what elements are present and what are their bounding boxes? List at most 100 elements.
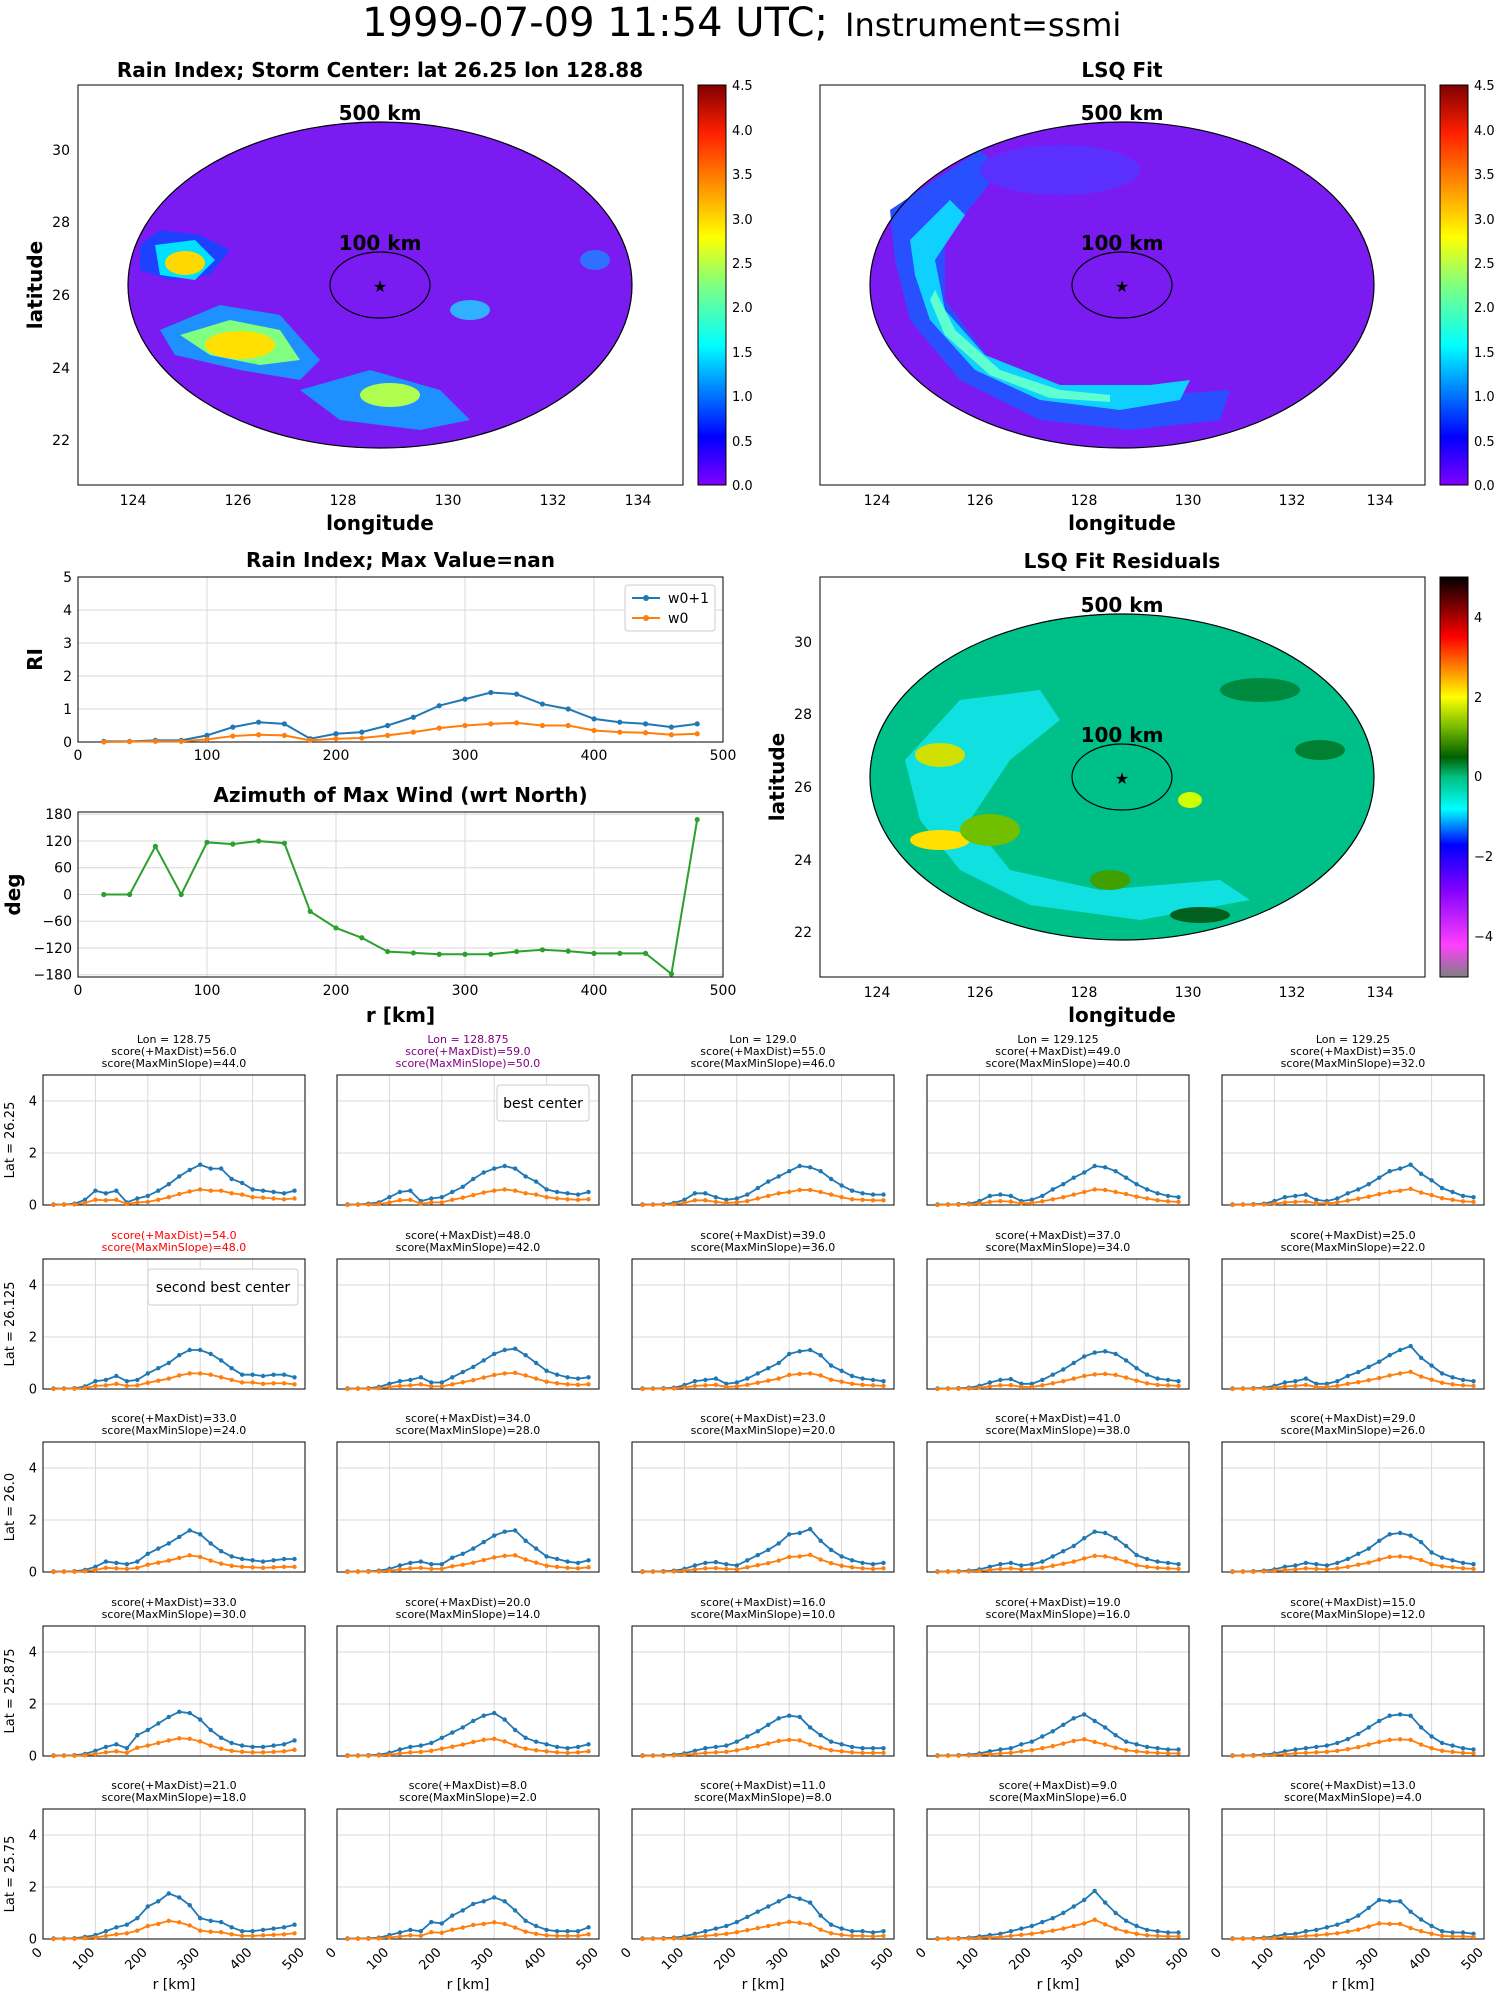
series-w0-point (260, 1750, 266, 1755)
series-w0p1-point (408, 1927, 413, 1933)
series-w0-point (481, 1737, 486, 1743)
series-w0-point (239, 1380, 245, 1385)
series-w0-point (1303, 1750, 1309, 1756)
series-w0-point (1303, 1382, 1309, 1388)
series-w0p1-point (260, 1188, 266, 1193)
series-w0-point (1377, 1375, 1382, 1381)
series-w0-point (512, 1925, 518, 1930)
series-w0-point (387, 1752, 392, 1757)
y-tick-label: 60 (54, 861, 72, 877)
x-tick-label: 132 (1279, 985, 1306, 1001)
series-w0-point (72, 1753, 77, 1758)
series-w0p1-point (450, 1189, 455, 1195)
series-w0-point (807, 1371, 813, 1376)
series-w0-point (387, 1200, 392, 1205)
series-w0-point (292, 1931, 297, 1936)
series-w0p1-point (124, 1922, 130, 1927)
series-w0p1-point (554, 1189, 560, 1195)
series-w0-point (471, 1922, 476, 1928)
series-w0-point (114, 1566, 119, 1571)
series-w0p1-point (1282, 1564, 1288, 1570)
series-w0p1-point (481, 1539, 486, 1545)
series-w0p1-point (1123, 1739, 1129, 1744)
legend-marker (643, 615, 649, 621)
series-w0p1-point (881, 1379, 886, 1384)
series-w0-point (554, 1750, 560, 1755)
series-w0p1-point (1397, 1712, 1403, 1717)
series-w0p1-point (1165, 1377, 1171, 1383)
series-w0-point (734, 1748, 739, 1753)
series-w0-point (977, 1935, 982, 1941)
series-w0p1-point (145, 1727, 150, 1733)
y-tick-label: 120 (45, 834, 72, 850)
series-w0+1-point (462, 696, 468, 702)
series-w0-point (1155, 1565, 1160, 1571)
series-w0-point (554, 1381, 560, 1386)
series-w0-point (230, 733, 236, 739)
series-w0p1-point (512, 1528, 518, 1533)
series-w0p1-point (554, 1556, 560, 1562)
series-w0p1-point (1356, 1369, 1361, 1375)
series-w0p1-line (347, 1896, 589, 1940)
series-w0p1-point (187, 1347, 192, 1353)
series-w0-point (114, 1932, 119, 1937)
ring-500km (127, 121, 633, 449)
series-w0-point (218, 1746, 224, 1751)
series-w0-point (661, 1569, 666, 1574)
series-w0p1-point (1471, 1931, 1476, 1937)
series-w0p1-point (755, 1909, 760, 1914)
series-w0-point (178, 738, 184, 744)
series-w0p1-point (724, 1923, 729, 1929)
series-w0p1-point (281, 1925, 287, 1930)
series-w0-point (1460, 1566, 1466, 1571)
series-w0+1-point (514, 691, 520, 697)
series-w0-point (575, 1566, 581, 1571)
series-w0-point (839, 1932, 844, 1938)
series-w0-point (397, 1198, 403, 1203)
colorbar-tick: 4.0 (732, 124, 753, 139)
series-w0p1-point (281, 1556, 287, 1562)
colorbar-tick: 3.0 (1474, 213, 1495, 228)
series-w0-point (1418, 1374, 1424, 1379)
series-w0p1-point (818, 1913, 823, 1918)
series-w0-point (292, 1196, 297, 1201)
series-w0p1-point (1144, 1372, 1150, 1377)
series-w0-point (935, 1569, 940, 1575)
series-w0p1-point (1439, 1185, 1445, 1191)
series-w0p1-point (998, 1377, 1003, 1383)
series-w0-point (1261, 1386, 1267, 1391)
series-w0-point (1008, 1566, 1014, 1571)
series-w0p1-point (1356, 1731, 1361, 1737)
series-w0p1-point (870, 1377, 876, 1383)
series-w0-point (239, 1192, 245, 1197)
series-w0-point (250, 1750, 255, 1755)
series-w0-point (1230, 1936, 1235, 1942)
series-w0-point (1019, 1201, 1024, 1206)
series-w0-point (565, 1197, 570, 1202)
series-w0p1-point (408, 1377, 413, 1383)
series-w0p1-point (1008, 1746, 1014, 1751)
series-w0+1-point (359, 729, 365, 735)
panel-score-label: score(+MaxDist)=39.0 (700, 1229, 825, 1242)
panel-score-label: score(+MaxDist)=9.0 (999, 1779, 1117, 1792)
series-w0-point (82, 1936, 88, 1941)
series-w0-point (661, 1202, 666, 1207)
series-w0-point (492, 1736, 497, 1742)
series-w0p1-line (642, 1714, 884, 1757)
series-w0-point (135, 1745, 140, 1750)
series-w0-point (956, 1386, 961, 1391)
series-w0-point (692, 1567, 698, 1572)
series-w0p1-point (460, 1551, 465, 1557)
series-w0p1-point (1176, 1562, 1181, 1567)
series-w0-point (766, 1378, 771, 1383)
series-w0p1-point (787, 1351, 792, 1357)
series-w0+1-point (333, 731, 339, 737)
series-w0-point (218, 1930, 224, 1935)
profile-panel-frame (336, 1074, 600, 1206)
series-w0-point (127, 739, 133, 745)
colorbar-gradient (1439, 576, 1469, 978)
panel-score-label: score(MaxMinSlope)=22.0 (1281, 1241, 1426, 1254)
series-w0-point (408, 1933, 413, 1938)
series-w0-point (156, 1560, 161, 1565)
series-w0p1-point (1324, 1381, 1330, 1387)
